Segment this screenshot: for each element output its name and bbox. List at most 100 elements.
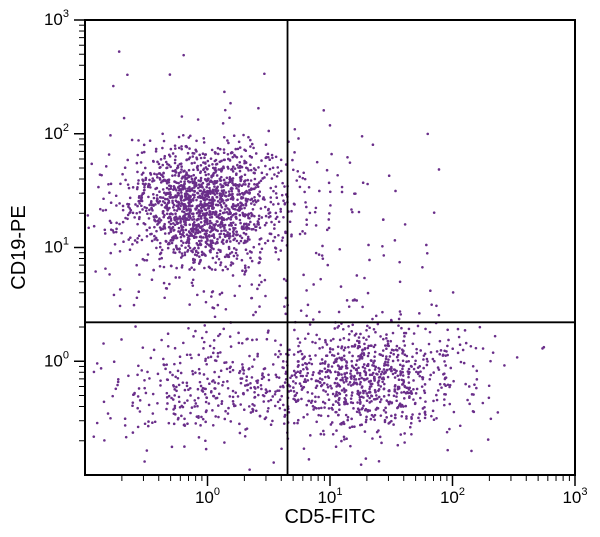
- data-point: [223, 441, 226, 444]
- data-point: [245, 226, 248, 229]
- data-point: [132, 212, 135, 215]
- data-point: [193, 180, 196, 183]
- data-point: [224, 256, 227, 259]
- data-point: [198, 372, 201, 375]
- data-point: [240, 184, 243, 187]
- data-point: [230, 345, 233, 348]
- data-point: [119, 250, 122, 253]
- data-point: [449, 367, 452, 370]
- data-point: [399, 363, 402, 366]
- data-point: [210, 295, 213, 298]
- data-point: [326, 264, 329, 267]
- data-point: [208, 187, 211, 190]
- data-point: [180, 145, 183, 148]
- data-point: [292, 380, 295, 383]
- data-point: [225, 205, 228, 208]
- data-point: [233, 247, 236, 250]
- data-point: [470, 450, 473, 453]
- data-point: [269, 232, 272, 235]
- data-point: [156, 402, 159, 405]
- data-point: [262, 400, 265, 403]
- data-point: [168, 192, 171, 195]
- data-point: [255, 409, 258, 412]
- data-point: [198, 436, 201, 439]
- data-point: [178, 189, 181, 192]
- data-point: [232, 369, 235, 372]
- data-point: [180, 236, 183, 239]
- data-point: [337, 414, 340, 417]
- data-point: [392, 332, 395, 335]
- data-point: [163, 202, 166, 205]
- data-point: [306, 413, 309, 416]
- data-point: [175, 199, 178, 202]
- data-point: [183, 445, 186, 448]
- data-point: [411, 355, 414, 358]
- data-point: [418, 365, 421, 368]
- data-point: [410, 422, 413, 425]
- data-point: [264, 279, 267, 282]
- data-point: [246, 389, 249, 392]
- data-point: [247, 198, 250, 201]
- data-point: [345, 394, 348, 397]
- data-point: [117, 378, 120, 381]
- data-point: [472, 365, 475, 368]
- data-point: [143, 189, 146, 192]
- data-point: [319, 278, 322, 281]
- data-point: [332, 338, 335, 341]
- data-point: [334, 371, 337, 374]
- data-point: [403, 441, 406, 444]
- data-point: [418, 375, 421, 378]
- data-point: [162, 172, 165, 175]
- data-point: [171, 200, 174, 203]
- data-point: [116, 384, 119, 387]
- data-point: [186, 422, 189, 425]
- data-point: [264, 206, 267, 209]
- data-point: [327, 365, 330, 368]
- data-point: [358, 336, 361, 339]
- data-point: [204, 208, 207, 211]
- data-point: [258, 190, 261, 193]
- data-point: [267, 153, 270, 156]
- data-point: [266, 410, 269, 413]
- data-point: [180, 197, 183, 200]
- data-point: [212, 257, 215, 260]
- data-point: [338, 248, 341, 251]
- data-point: [309, 323, 312, 326]
- data-point: [204, 254, 207, 257]
- data-point: [120, 232, 123, 235]
- data-point: [390, 319, 393, 322]
- data-point: [350, 418, 353, 421]
- data-point: [405, 415, 408, 418]
- data-point: [306, 391, 309, 394]
- data-point: [241, 377, 244, 380]
- data-point: [260, 159, 263, 162]
- data-point: [276, 216, 279, 219]
- data-point: [377, 407, 380, 410]
- data-point: [204, 393, 207, 396]
- data-point: [122, 209, 125, 212]
- data-point: [146, 235, 149, 238]
- data-point: [138, 218, 141, 221]
- data-point: [264, 157, 267, 160]
- data-point: [210, 175, 213, 178]
- data-point: [174, 155, 177, 158]
- data-point: [271, 420, 274, 423]
- data-point: [372, 143, 375, 146]
- data-point: [315, 207, 318, 210]
- data-point: [271, 154, 274, 157]
- data-point: [197, 244, 200, 247]
- data-point: [361, 135, 364, 138]
- data-point: [429, 289, 432, 292]
- data-point: [213, 347, 216, 350]
- data-point: [179, 233, 182, 236]
- data-point: [335, 378, 338, 381]
- data-point: [334, 395, 337, 398]
- data-point: [228, 228, 231, 231]
- data-point: [364, 347, 367, 350]
- data-point: [272, 461, 275, 464]
- data-point: [136, 407, 139, 410]
- data-point: [202, 236, 205, 239]
- data-point: [424, 383, 427, 386]
- data-point: [374, 368, 377, 371]
- data-point: [194, 330, 197, 333]
